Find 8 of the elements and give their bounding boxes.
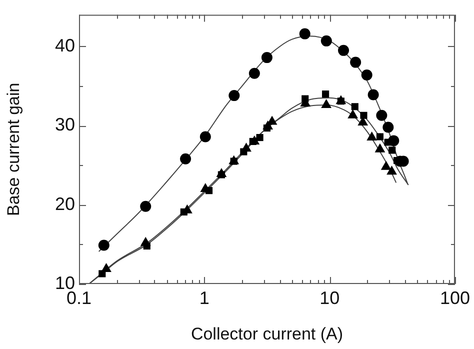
x-tick-label: 10 [320, 288, 340, 308]
x-axis-title: Collector current (A) [190, 324, 344, 344]
x-tick-label: 100 [440, 288, 470, 308]
y-axis-title: Base current gain [4, 82, 23, 216]
x-tick-label: 1 [199, 288, 210, 308]
y-tick-label: 30 [54, 114, 75, 135]
y-tick-label: 20 [54, 194, 75, 214]
y-tick-label: 40 [54, 35, 75, 56]
